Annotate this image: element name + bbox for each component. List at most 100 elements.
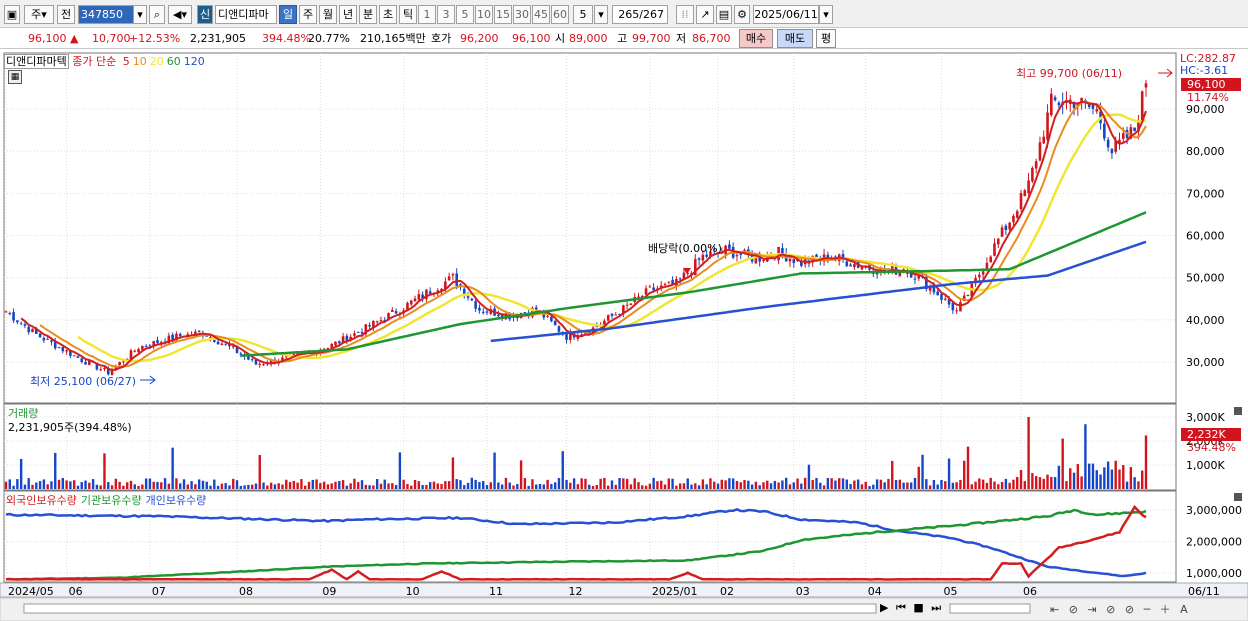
- sound-icon[interactable]: ◀▾: [168, 5, 192, 24]
- interval-button-1[interactable]: 3: [437, 5, 455, 24]
- volume-bar-190: [724, 480, 727, 489]
- candle-body-5: [23, 324, 27, 326]
- eval-button[interactable]: 평: [816, 29, 836, 48]
- candle-body-45: [175, 333, 178, 341]
- candle-body-24: [95, 362, 99, 370]
- candle-body-191: [728, 244, 731, 249]
- candle-body-61: [235, 345, 239, 354]
- interval-button-5[interactable]: 30: [513, 5, 531, 24]
- candle-body-11: [46, 338, 49, 340]
- lc-label: LC:282.87: [1180, 52, 1237, 65]
- prev-button[interactable]: 전: [57, 5, 75, 24]
- candle-body-119: [455, 273, 458, 286]
- interval-button-4[interactable]: 15: [494, 5, 512, 24]
- candle-body-102: [391, 310, 394, 312]
- volume-bar-19: [76, 485, 80, 489]
- volume-bar-69: [266, 485, 269, 489]
- volume-bar-106: [406, 484, 409, 489]
- holding-legend-0: 외국인보유수량: [6, 494, 77, 507]
- interval-button-7[interactable]: 60: [551, 5, 569, 24]
- candle-body-251: [955, 310, 958, 312]
- holding-pane-legend: 외국인보유수량 기관보유수량 개인보유수량: [6, 492, 210, 508]
- candle-body-152: [580, 334, 583, 336]
- code-dropdown-icon[interactable]: ▾: [133, 5, 147, 24]
- x-tick-6: 11: [489, 585, 503, 598]
- volume-bar-225: [856, 479, 860, 489]
- stock-chart[interactable]: 90,000 80,000 70,000 60,000 50,000 40,000 30,0…: [0, 50, 1248, 621]
- volume-bar-170: [648, 483, 652, 489]
- candle-body-97: [372, 320, 375, 328]
- volume-bar-155: [591, 486, 595, 489]
- calculator-icon[interactable]: ▦: [8, 70, 22, 84]
- candle-body-174: [663, 283, 667, 285]
- gear-icon[interactable]: ⚙: [734, 5, 750, 24]
- interval-button-0[interactable]: 1: [418, 5, 436, 24]
- volume-bar-1: [8, 479, 11, 489]
- date-field[interactable]: 2025/06/11: [753, 5, 819, 24]
- volume-bar-260: [989, 477, 992, 489]
- candle-body-173: [659, 285, 663, 288]
- sell-button[interactable]: 매도: [777, 29, 813, 48]
- candle-body-234: [890, 266, 894, 271]
- interval-button-2[interactable]: 5: [456, 5, 474, 24]
- calendar-icon[interactable]: ▾: [819, 5, 833, 24]
- volume-bar-243: [925, 479, 928, 489]
- period-tab-1[interactable]: 주: [299, 5, 317, 24]
- volume-bar-95: [364, 484, 368, 489]
- interval-button-6[interactable]: 45: [532, 5, 550, 24]
- stock-name-field[interactable]: 디앤디파마: [215, 5, 277, 24]
- volume-bar-231: [879, 479, 883, 489]
- volume-bar-48: [186, 484, 189, 489]
- candle-body-21: [84, 361, 87, 365]
- count-dropdown-icon[interactable]: ▾: [594, 5, 608, 24]
- candle-body-265: [1008, 222, 1011, 230]
- market-select[interactable]: 주▾: [24, 5, 54, 24]
- count-field[interactable]: 5: [573, 5, 593, 24]
- high-label: 고: [617, 32, 628, 45]
- volume-bar-209: [796, 478, 799, 489]
- volume-bar-15: [61, 477, 65, 489]
- volume-pane-frame: [3, 403, 1177, 491]
- candle-body-273: [1038, 142, 1042, 161]
- volume-bar-46: [179, 483, 182, 489]
- volume-bar-168: [641, 485, 644, 489]
- candle-icon[interactable]: ⁞⁞: [676, 5, 694, 24]
- price-pane-title[interactable]: 디앤디파마텍: [4, 54, 69, 69]
- candle-body-144: [550, 316, 553, 322]
- volume-bar-246: [936, 484, 939, 489]
- volume-bar-267: [1016, 477, 1019, 489]
- volume-bar-218: [830, 478, 833, 489]
- volume-bar-70: [269, 482, 273, 489]
- volume-bar-56: [216, 485, 220, 489]
- period-tab-0[interactable]: 일: [279, 5, 297, 24]
- candle-body-165: [629, 303, 633, 305]
- draw-icon[interactable]: ↗: [696, 5, 714, 24]
- period-tab-6[interactable]: 틱: [399, 5, 417, 24]
- candle-body-125: [478, 307, 481, 311]
- volume-bar-9: [38, 481, 42, 489]
- candle-body-25: [99, 369, 102, 371]
- period-tab-5[interactable]: 초: [379, 5, 397, 24]
- window-menu-icon[interactable]: ▣: [4, 5, 20, 24]
- candle-body-26: [103, 368, 106, 370]
- candle-body-300: [1140, 91, 1144, 120]
- period-tab-2[interactable]: 월: [319, 5, 337, 24]
- period-tab-3[interactable]: 년: [339, 5, 357, 24]
- candle-body-184: [701, 254, 705, 261]
- search-icon[interactable]: ⌕: [149, 5, 165, 24]
- period-tab-4[interactable]: 분: [359, 5, 377, 24]
- volume-bar-126: [482, 481, 485, 489]
- volume-bar-109: [417, 481, 421, 489]
- chart-nav-buttons[interactable]: ▶ ⏮ ■ ⏭: [880, 601, 944, 614]
- bars-count[interactable]: 265/267: [612, 5, 668, 24]
- stock-code-input[interactable]: 347850: [78, 5, 144, 24]
- interval-button-3[interactable]: 10: [475, 5, 493, 24]
- buy-button[interactable]: 매수: [739, 29, 773, 48]
- holding-pane-close-icon[interactable]: [1234, 493, 1242, 501]
- volume-pane-close-icon[interactable]: [1234, 407, 1242, 415]
- volume-bar-148: [565, 480, 568, 489]
- zoom-tools[interactable]: ⇤ ⊘ ⇥ ⊘ ⊘ ─ ＋ A: [1050, 603, 1191, 616]
- volume-value-label: 2,231,905주(394.48%): [8, 421, 132, 434]
- volume-bar-297: [1129, 467, 1133, 489]
- save-icon[interactable]: ▤: [716, 5, 732, 24]
